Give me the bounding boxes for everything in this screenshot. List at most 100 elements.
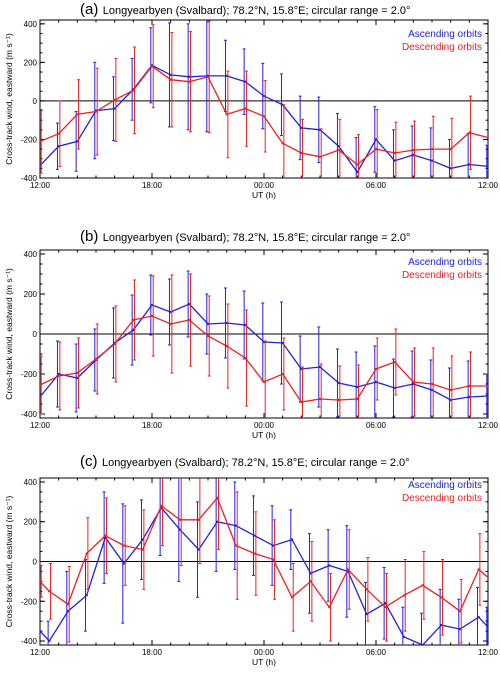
data-point <box>365 588 368 591</box>
data-point <box>449 147 452 151</box>
data-point <box>216 520 219 523</box>
y-axis-label: Cross-track wind, eastward (m s⁻¹) <box>4 268 14 400</box>
data-point <box>430 388 434 392</box>
data-point <box>40 580 42 583</box>
y-tick-label: -400 <box>21 410 38 419</box>
panel-b: (b) Longyearbyen (Svalbard); 78.2°N, 15.… <box>0 227 500 447</box>
legend-descending: Descending orbits <box>401 493 482 504</box>
data-point <box>206 334 210 338</box>
data-point <box>216 496 219 500</box>
y-tick-label: 200 <box>24 58 38 67</box>
data-point <box>393 360 396 364</box>
data-point <box>160 504 163 508</box>
y-axis-label: Cross-track wind, eastward (m s⁻¹) <box>4 33 14 165</box>
legend: Ascending orbits Descending orbits <box>402 256 482 282</box>
x-tick-label: 00:00 <box>254 648 275 657</box>
data-point <box>66 610 70 613</box>
data-point <box>468 163 471 166</box>
series-group <box>40 478 488 645</box>
y-tick-label: 0 <box>33 558 38 567</box>
x-tick-label: 12:00 <box>478 421 499 430</box>
data-point <box>300 126 303 130</box>
x-tick-label: 06:00 <box>366 181 387 190</box>
data-point <box>486 576 488 579</box>
series-line <box>40 315 488 403</box>
data-point <box>132 318 135 322</box>
series-line <box>40 303 488 401</box>
panel-title-text: Longyearbyen (Svalbard); 78.2°N, 15.8°E;… <box>101 457 410 469</box>
data-point <box>402 635 406 639</box>
x-tick-label: 12:00 <box>478 181 499 190</box>
data-point <box>356 163 359 166</box>
data-point <box>253 534 256 537</box>
series-line <box>40 496 488 613</box>
data-point <box>486 384 488 388</box>
legend-descending: Descending orbits <box>401 270 482 281</box>
data-point <box>40 140 42 143</box>
data-point <box>309 580 312 583</box>
data-point <box>402 594 406 597</box>
y-tick-label: 400 <box>24 250 38 259</box>
data-point <box>374 147 378 151</box>
data-point <box>412 382 415 386</box>
data-point <box>337 148 340 152</box>
series-group <box>40 270 488 418</box>
data-point <box>309 572 312 575</box>
x-tick-label: 06:00 <box>366 648 387 657</box>
x-tick-label: 06:00 <box>366 421 387 430</box>
y-tick-label: -400 <box>21 174 38 183</box>
panel-title-text: Longyearbyen (Svalbard); 78.2°N, 15.8°E;… <box>102 232 411 244</box>
panel-title: (b) Longyearbyen (Svalbard); 78.2°N, 15.… <box>80 228 410 246</box>
y-tick-label: 200 <box>24 290 38 299</box>
data-point <box>486 625 488 629</box>
data-point <box>150 65 154 68</box>
data-point <box>94 357 98 361</box>
data-point <box>272 558 275 561</box>
data-point <box>48 590 51 593</box>
data-point <box>458 610 462 613</box>
panel-label: (a) <box>80 1 99 18</box>
data-point <box>300 367 303 371</box>
data-point <box>225 113 228 116</box>
data-point <box>76 376 79 380</box>
data-point <box>281 341 284 345</box>
series-line <box>40 506 488 645</box>
x-axis-label: UT (h) <box>252 190 276 200</box>
data-point <box>188 302 191 306</box>
data-point <box>234 524 238 527</box>
y-axis-label: Cross-track wind, eastward (m s⁻¹) <box>4 496 14 628</box>
data-point <box>197 518 200 521</box>
data-point <box>244 323 247 327</box>
data-point <box>318 397 322 401</box>
data-point <box>188 318 191 322</box>
plot-frame <box>39 19 489 179</box>
data-point <box>318 365 322 369</box>
data-point <box>234 544 238 547</box>
data-point <box>440 596 443 599</box>
data-point <box>225 321 228 325</box>
data-point <box>328 606 331 609</box>
data-point <box>169 73 172 77</box>
legend-descending: Descending orbits <box>401 42 482 53</box>
series-group <box>40 20 488 178</box>
data-point <box>94 110 98 113</box>
data-point <box>104 534 107 537</box>
data-point <box>57 132 60 135</box>
data-point <box>169 78 172 81</box>
data-point <box>178 518 182 521</box>
data-point <box>449 167 452 170</box>
data-point <box>281 142 284 145</box>
data-point <box>244 107 247 110</box>
data-point <box>85 552 88 555</box>
chart-plot: -400 -200 0 200 400 12:00 18:00 00:00 06:00 12:00… <box>4 19 499 200</box>
data-point <box>244 356 247 360</box>
x-axis-label: UT (h) <box>252 657 276 667</box>
series-line <box>40 64 488 174</box>
data-point <box>356 385 359 389</box>
data-point <box>244 80 247 83</box>
data-point <box>262 115 266 118</box>
data-point <box>132 89 135 92</box>
x-tick-label: 18:00 <box>142 181 163 190</box>
x-tick-label: 12:00 <box>30 648 51 657</box>
